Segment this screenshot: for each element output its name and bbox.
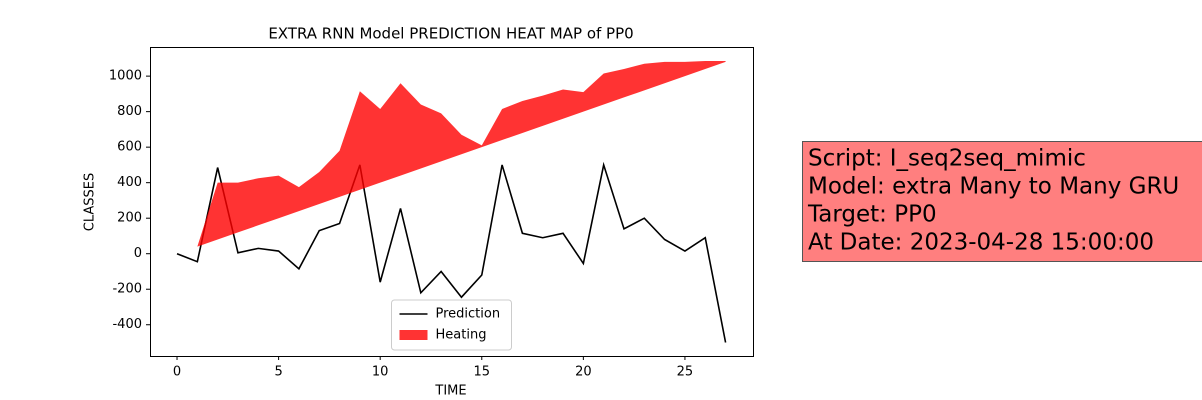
legend-swatch — [399, 330, 428, 340]
y-tick-label: 0 — [134, 246, 142, 261]
x-axis-label: TIME — [434, 384, 466, 399]
annotation-line: Model: extra Many to Many GRU — [808, 174, 1179, 200]
legend-label: Prediction — [436, 307, 501, 322]
prediction-line — [176, 161, 727, 343]
x-tick-label: 10 — [372, 365, 389, 380]
y-tick-label: 800 — [117, 104, 142, 119]
plot-area — [176, 61, 727, 343]
y-tick-label: 600 — [117, 140, 142, 155]
y-tick-label: -400 — [112, 317, 142, 332]
y-tick-label: 400 — [117, 175, 142, 190]
x-tick-label: 5 — [274, 365, 282, 380]
chart-title: EXTRA RNN Model PREDICTION HEAT MAP of P… — [268, 25, 633, 43]
x-tick-label: 25 — [677, 365, 694, 380]
x-tick-label: 20 — [575, 365, 592, 380]
annotation-box — [802, 141, 1202, 262]
y-tick-label: -200 — [112, 282, 142, 297]
heating-area — [177, 61, 726, 254]
legend: Prediction Heating — [391, 299, 512, 351]
y-tick-label: 1000 — [109, 69, 142, 84]
axes-frame — [150, 47, 754, 357]
annotation-line: Script: I_seq2seq_mimic — [808, 146, 1086, 172]
y-tick-label: 200 — [117, 211, 142, 226]
annotation-line: Target: PP0 — [807, 202, 937, 228]
x-tick-label: 0 — [173, 365, 181, 380]
annotation-line: At Date: 2023-04-28 15:00:00 — [808, 230, 1154, 256]
legend-label: Heating — [436, 328, 487, 343]
y-axis-label: CLASSES — [83, 173, 98, 231]
x-tick-label: 15 — [473, 365, 490, 380]
